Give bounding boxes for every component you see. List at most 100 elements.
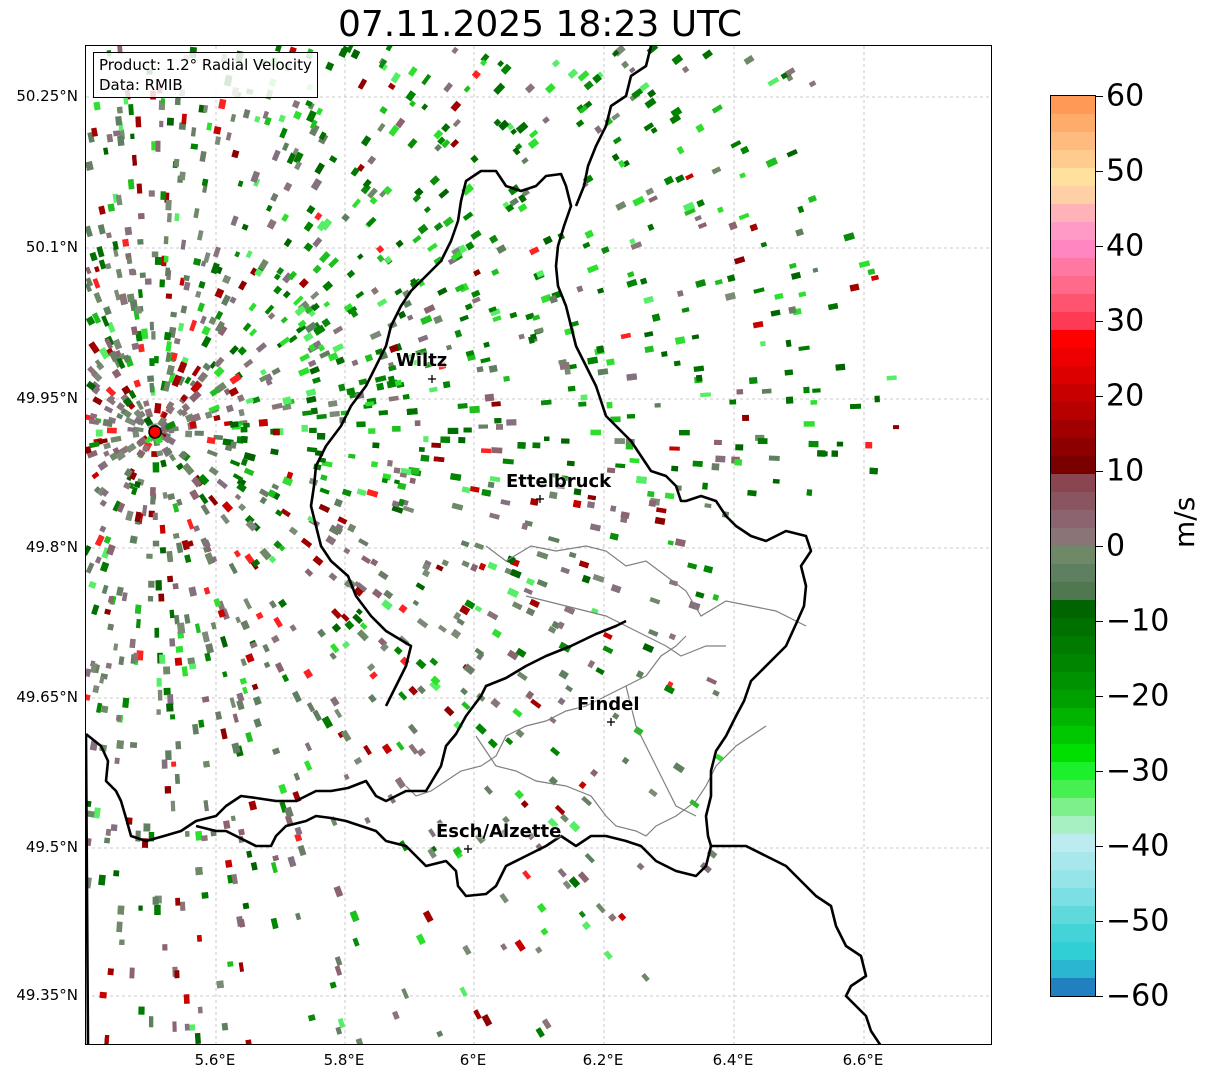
lat-tick-label: 49.35°N xyxy=(16,986,78,1004)
colorbar-segment xyxy=(1051,96,1095,115)
colorbar-unit-label: m/s xyxy=(1168,496,1201,548)
city-label-esch-alzette: Esch/Alzette xyxy=(436,821,562,842)
colorbar-segment xyxy=(1051,582,1095,601)
lon-tick-label: 5.8°E xyxy=(323,1051,365,1069)
product-info-box: Product: 1.2° Radial Velocity Data: RMIB xyxy=(93,52,318,98)
colorbar-segment xyxy=(1051,852,1095,871)
data-source-label: Data: RMIB xyxy=(99,76,183,94)
colorbar-tick-mark xyxy=(1096,396,1103,397)
lat-tick-label: 50.25°N xyxy=(16,87,78,105)
lon-tick-label: 6.2°E xyxy=(582,1051,624,1069)
colorbar-tick-mark xyxy=(1096,246,1103,247)
colorbar-segment xyxy=(1051,330,1095,349)
colorbar-segment xyxy=(1051,654,1095,673)
colorbar-segment xyxy=(1051,816,1095,835)
colorbar-tick-mark xyxy=(1096,321,1103,322)
colorbar-segment xyxy=(1051,960,1095,979)
colorbar-tick-label: 40 xyxy=(1106,228,1145,264)
radar-map-canvas xyxy=(86,46,991,1044)
colorbar-segment xyxy=(1051,258,1095,277)
colorbar-segment xyxy=(1051,168,1095,187)
colorbar-segment xyxy=(1051,708,1095,727)
colorbar-tick-label: 30 xyxy=(1106,303,1145,339)
colorbar-tick-label: −60 xyxy=(1106,978,1170,1014)
colorbar-tick-mark xyxy=(1096,471,1103,472)
colorbar-tick-label: −30 xyxy=(1106,753,1170,789)
colorbar-segment xyxy=(1051,204,1095,223)
colorbar-segment xyxy=(1051,780,1095,799)
radar-site-marker xyxy=(148,425,162,439)
colorbar-segment xyxy=(1051,924,1095,943)
colorbar-segment xyxy=(1051,564,1095,583)
colorbar-segment xyxy=(1051,834,1095,853)
colorbar-tick-label: −10 xyxy=(1106,603,1170,639)
colorbar-tick-label: −40 xyxy=(1106,828,1170,864)
lat-tick-label: 49.5°N xyxy=(25,838,78,856)
lat-tick-label: 49.65°N xyxy=(16,688,78,706)
colorbar-segment xyxy=(1051,870,1095,889)
colorbar-segment xyxy=(1051,600,1095,619)
radar-velocity-field xyxy=(86,46,900,1044)
city-label-ettelbruck: Ettelbruck xyxy=(506,471,612,492)
colorbar-tick-mark xyxy=(1096,621,1103,622)
colorbar-segment xyxy=(1051,762,1095,781)
colorbar-segment xyxy=(1051,312,1095,331)
colorbar-segment xyxy=(1051,222,1095,241)
colorbar-tick-mark xyxy=(1096,696,1103,697)
colorbar-segment xyxy=(1051,492,1095,511)
colorbar-segment xyxy=(1051,366,1095,385)
lon-tick-label: 6.6°E xyxy=(842,1051,884,1069)
colorbar-segment xyxy=(1051,546,1095,565)
country-borders xyxy=(86,46,882,1044)
colorbar-segment xyxy=(1051,978,1095,996)
lon-tick-label: 5.6°E xyxy=(194,1051,236,1069)
colorbar-segment xyxy=(1051,240,1095,259)
colorbar-segment xyxy=(1051,132,1095,151)
colorbar-segment xyxy=(1051,744,1095,763)
colorbar-segment xyxy=(1051,906,1095,925)
colorbar-segment xyxy=(1051,726,1095,745)
colorbar-tick-mark xyxy=(1096,921,1103,922)
gridlines xyxy=(86,46,991,1044)
lon-tick-label: 6.4°E xyxy=(712,1051,754,1069)
colorbar-tick-mark xyxy=(1096,846,1103,847)
colorbar-segment xyxy=(1051,888,1095,907)
colorbar-segment xyxy=(1051,690,1095,709)
colorbar-tick-mark xyxy=(1096,96,1103,97)
lat-tick-label: 50.1°N xyxy=(25,238,78,256)
canton-borders xyxy=(405,545,807,837)
colorbar-segment xyxy=(1051,618,1095,637)
colorbar-tick-label: −20 xyxy=(1106,678,1170,714)
lat-tick-label: 49.95°N xyxy=(16,389,78,407)
colorbar-segment xyxy=(1051,114,1095,133)
product-label: Product: 1.2° Radial Velocity xyxy=(99,56,312,74)
colorbar-segment xyxy=(1051,186,1095,205)
city-markers xyxy=(428,375,615,853)
colorbar-segment xyxy=(1051,528,1095,547)
lon-tick-label: 6°E xyxy=(459,1051,487,1069)
lat-tick-label: 49.8°N xyxy=(25,538,78,556)
city-label-findel: Findel xyxy=(577,694,640,715)
colorbar-segment xyxy=(1051,348,1095,367)
colorbar-segment xyxy=(1051,438,1095,457)
colorbar-segment xyxy=(1051,150,1095,169)
city-label-wiltz: Wiltz xyxy=(396,350,448,371)
colorbar-tick-label: 10 xyxy=(1106,453,1145,489)
colorbar-segment xyxy=(1051,942,1095,961)
colorbar-segment xyxy=(1051,672,1095,691)
colorbar-segment xyxy=(1051,420,1095,439)
colorbar-segment xyxy=(1051,510,1095,529)
colorbar-segment xyxy=(1051,456,1095,475)
map-title: 07.11.2025 18:23 UTC xyxy=(337,4,743,45)
colorbar-segment xyxy=(1051,402,1095,421)
colorbar-tick-label: −50 xyxy=(1106,903,1170,939)
colorbar-tick-label: 0 xyxy=(1106,528,1126,564)
colorbar-segment xyxy=(1051,798,1095,817)
colorbar-tick-label: 50 xyxy=(1106,153,1145,189)
colorbar-tick-mark xyxy=(1096,171,1103,172)
colorbar-segment xyxy=(1051,276,1095,295)
colorbar-tick-mark xyxy=(1096,996,1103,997)
velocity-colorbar xyxy=(1050,95,1096,997)
colorbar-segment xyxy=(1051,474,1095,493)
colorbar-tick-mark xyxy=(1096,546,1103,547)
